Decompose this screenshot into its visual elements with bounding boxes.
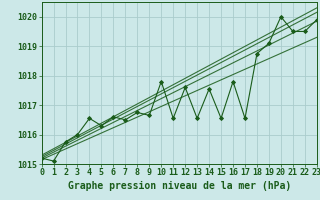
X-axis label: Graphe pression niveau de la mer (hPa): Graphe pression niveau de la mer (hPa) (68, 181, 291, 191)
